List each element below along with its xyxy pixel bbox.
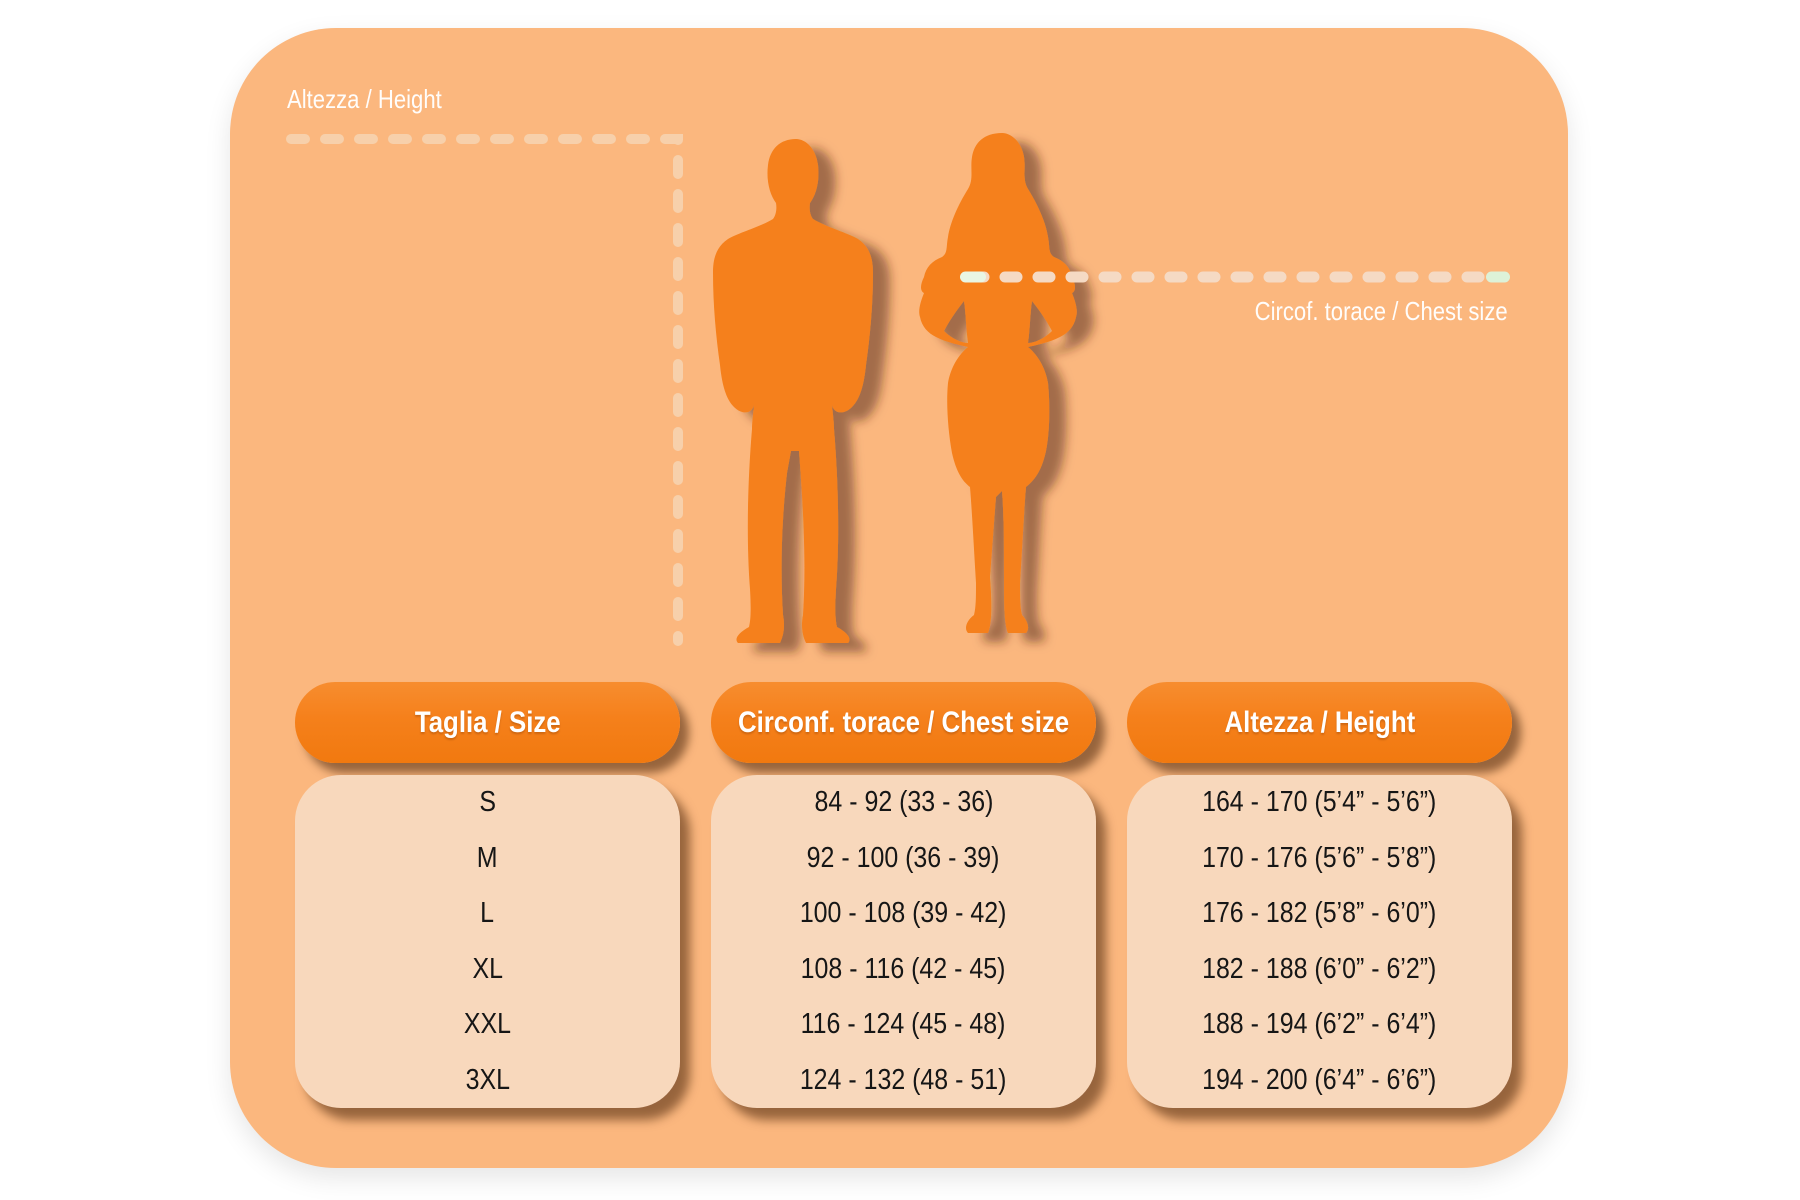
table-cell: 188 - 194 (6’2” - 6’4”) xyxy=(1202,1008,1437,1041)
column-chest-header-text: Circonf. torace / Chest size xyxy=(737,705,1070,739)
column-size-header: Taglia / Size xyxy=(295,682,680,763)
height-label: Altezza / Height xyxy=(287,84,469,114)
table-cell: XXL xyxy=(463,1008,512,1041)
table-cell: 164 - 170 (5’4” - 5’6”) xyxy=(1202,786,1437,819)
column-height-header-text: Altezza / Height xyxy=(1224,705,1415,739)
column-size-body: S M L XL XXL 3XL xyxy=(295,775,680,1108)
column-height-body: 164 - 170 (5’4” - 5’6”) 170 - 176 (5’6” … xyxy=(1127,775,1512,1108)
table-cell: 100 - 108 (39 - 42) xyxy=(800,897,1007,930)
table-cell: 124 - 132 (48 - 51) xyxy=(800,1063,1007,1096)
height-label-text: Altezza / Height xyxy=(287,84,442,114)
column-chest-body: 84 - 92 (33 - 36) 92 - 100 (36 - 39) 100… xyxy=(711,775,1096,1108)
table-cell: L xyxy=(480,897,495,930)
column-chest-header: Circonf. torace / Chest size xyxy=(711,682,1096,763)
table-cell: 3XL xyxy=(465,1063,510,1096)
column-size: Taglia / Size S M L XL XXL 3XL xyxy=(295,682,680,1108)
chest-label-text: Circof. torace / Chest size xyxy=(1254,296,1508,326)
table-cell: 182 - 188 (6’0” - 6’2”) xyxy=(1202,952,1437,985)
table-cell: 194 - 200 (6’4” - 6’6”) xyxy=(1202,1063,1437,1096)
table-cell: XL xyxy=(472,952,503,985)
column-size-header-text: Taglia / Size xyxy=(414,705,561,739)
column-height-header: Altezza / Height xyxy=(1127,682,1512,763)
table-cell: M xyxy=(477,841,498,874)
table-cell: 170 - 176 (5’6” - 5’8”) xyxy=(1202,841,1437,874)
table-cell: 92 - 100 (36 - 39) xyxy=(807,841,1000,874)
column-chest: Circonf. torace / Chest size 84 - 92 (33… xyxy=(711,682,1096,1108)
table-cell: S xyxy=(479,786,496,819)
table-cell: 84 - 92 (33 - 36) xyxy=(814,786,993,819)
table-cell: 116 - 124 (45 - 48) xyxy=(801,1008,1006,1041)
table-cell: 176 - 182 (5’8” - 6’0”) xyxy=(1202,897,1437,930)
chest-label: Circof. torace / Chest size xyxy=(1210,296,1508,326)
table-cell: 108 - 116 (42 - 45) xyxy=(801,952,1006,985)
column-height: Altezza / Height 164 - 170 (5’4” - 5’6”)… xyxy=(1127,682,1512,1108)
